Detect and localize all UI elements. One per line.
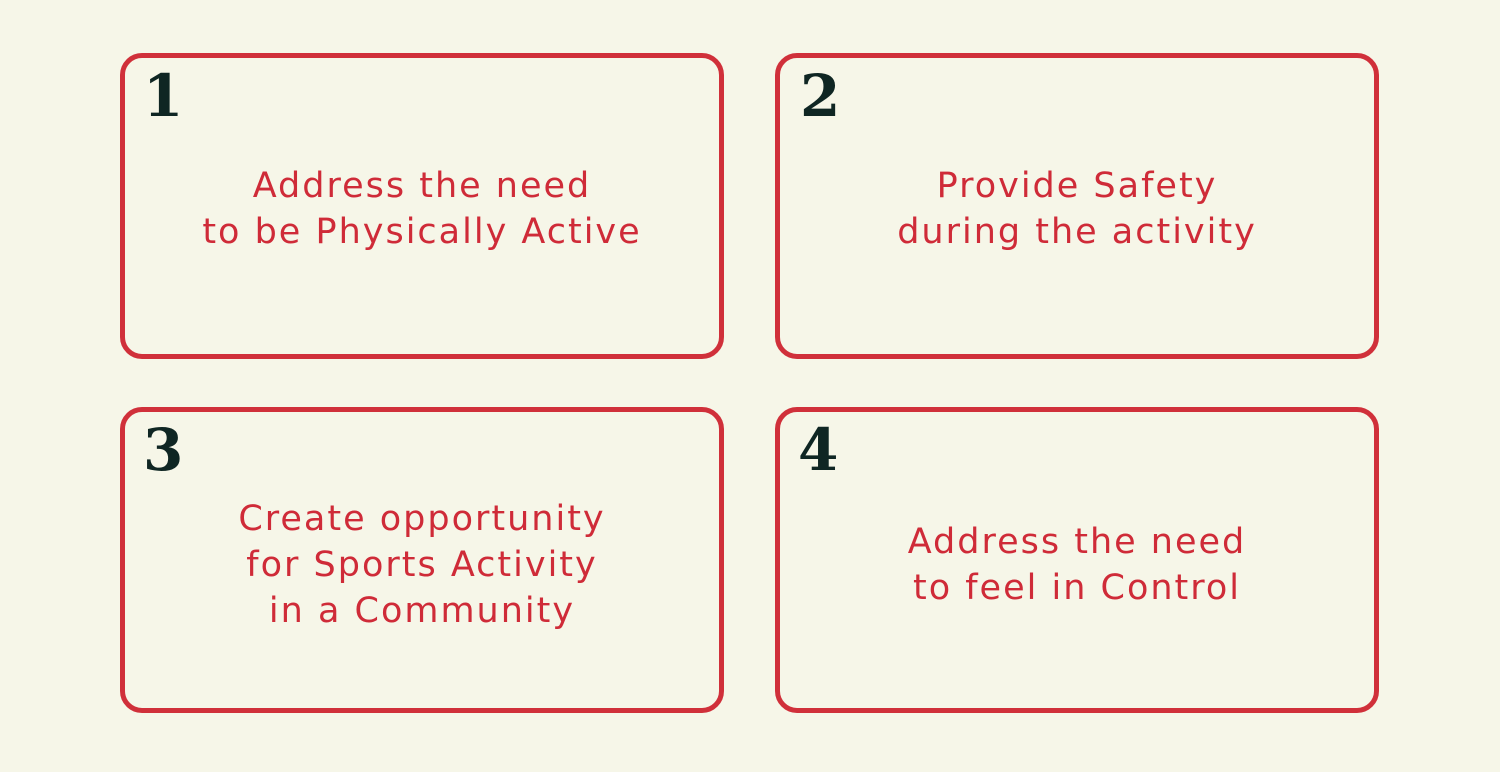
card-number-3: 3 — [143, 416, 184, 484]
card-number-4: 4 — [798, 416, 839, 484]
card-3: 3 Create opportunity for Sports Activity… — [120, 407, 724, 713]
card-text-1: Address the need to be Physically Active — [202, 166, 642, 252]
card-4: 4 Address the need to feel in Control — [775, 407, 1379, 713]
card-number-1: 1 — [143, 62, 184, 130]
card-1: 1 Address the need to be Physically Acti… — [120, 53, 724, 359]
card-number-2: 2 — [800, 62, 841, 130]
card-text-2: Provide Safety during the activity — [897, 166, 1257, 252]
card-text-4: Address the need to feel in Control — [907, 522, 1247, 608]
card-text-3: Create opportunity for Sports Activity i… — [238, 499, 606, 631]
card-2: 2 Provide Safety during the activity — [775, 53, 1379, 359]
